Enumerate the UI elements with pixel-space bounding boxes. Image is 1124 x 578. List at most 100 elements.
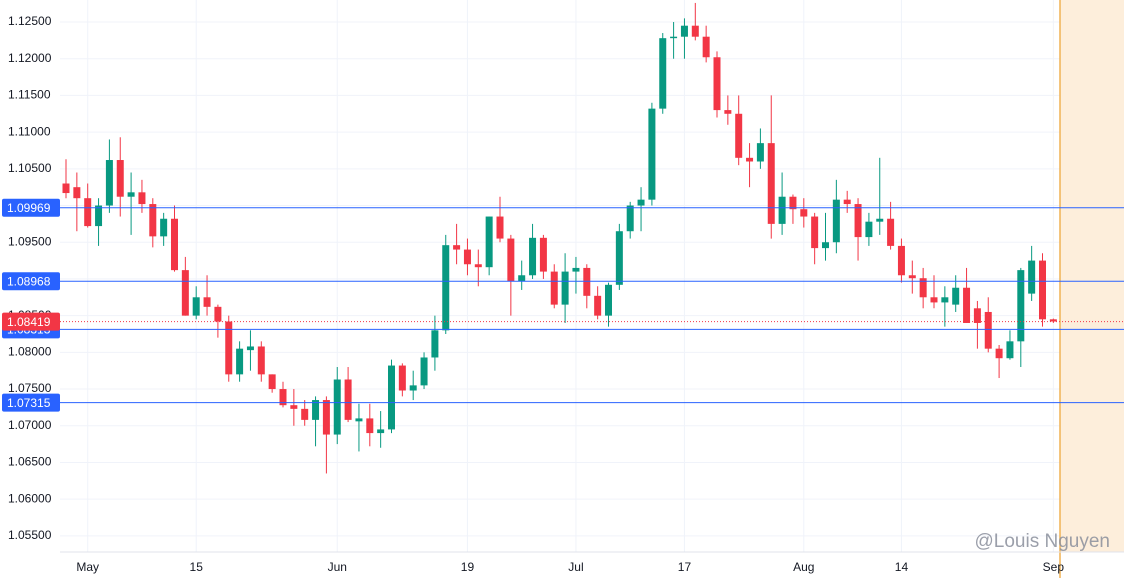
candle-body xyxy=(973,308,981,323)
candle-body xyxy=(322,400,330,435)
candle-body xyxy=(333,379,341,435)
candle-body xyxy=(670,36,678,39)
candle-body xyxy=(1017,270,1025,342)
x-tick-label: Aug xyxy=(793,560,814,574)
y-tick-label: 1.07000 xyxy=(8,418,52,432)
candle-body xyxy=(756,143,764,162)
candle-body xyxy=(181,270,189,316)
candle-body xyxy=(854,204,862,238)
candle-body xyxy=(691,25,699,37)
candle-body xyxy=(268,374,276,390)
x-tick-label: 19 xyxy=(461,560,475,574)
y-tick-label: 1.12000 xyxy=(8,51,52,65)
candle-body xyxy=(605,284,612,316)
candle-body xyxy=(876,218,884,222)
level-label: 1.07315 xyxy=(7,396,51,410)
candle-body xyxy=(919,278,927,298)
level-label-box xyxy=(2,198,60,217)
candle-body xyxy=(529,237,537,276)
candle-body xyxy=(941,297,949,303)
candle-body xyxy=(192,297,200,316)
candle-body xyxy=(95,205,103,227)
candle-body xyxy=(648,108,656,200)
x-tick-label: 14 xyxy=(895,560,909,574)
candle-body xyxy=(832,199,840,243)
y-tick-label: 1.11000 xyxy=(8,124,51,138)
candle-body xyxy=(355,418,363,422)
y-tick-label: 1.07500 xyxy=(8,381,52,395)
candle-body xyxy=(312,400,320,420)
y-tick-label: 1.05500 xyxy=(8,528,52,542)
candle-body xyxy=(1028,260,1036,294)
candle-body xyxy=(301,408,309,420)
candle-body xyxy=(767,143,775,224)
candle-body xyxy=(246,346,254,351)
candle-body xyxy=(995,348,1003,359)
level-label-box xyxy=(2,393,60,412)
y-tick-label: 1.08000 xyxy=(8,345,52,359)
candle-body xyxy=(409,385,417,391)
candle-body xyxy=(724,110,732,114)
level-label: 1.09969 xyxy=(7,201,51,215)
y-tick-label: 1.11500 xyxy=(8,88,51,102)
candle-body xyxy=(963,287,971,323)
x-tick-label: Jul xyxy=(568,560,583,574)
candle-body xyxy=(225,321,233,375)
candle-body xyxy=(214,306,222,322)
x-tick-label: Sep xyxy=(1043,560,1065,574)
candle-body xyxy=(865,221,873,238)
candle-body xyxy=(485,216,493,268)
candle-body xyxy=(377,429,385,434)
y-tick-label: 1.12500 xyxy=(8,14,52,28)
candle-body xyxy=(539,237,547,272)
candle-body xyxy=(290,405,298,409)
x-tick-label: 15 xyxy=(190,560,204,574)
candle-body xyxy=(453,245,461,250)
x-tick-label: Jun xyxy=(328,560,347,574)
candle-body xyxy=(431,330,439,358)
y-tick-label: 1.06000 xyxy=(8,491,52,505)
candle-body xyxy=(496,216,504,239)
candle-body xyxy=(594,295,602,316)
x-tick-label: 17 xyxy=(678,560,692,574)
x-tick-label: May xyxy=(76,560,99,574)
candle-body xyxy=(561,271,569,305)
candle-body xyxy=(930,297,938,303)
candle-body xyxy=(778,196,786,224)
candle-body xyxy=(160,218,168,237)
candle-body xyxy=(257,346,265,375)
candle-body xyxy=(1049,319,1057,322)
level-label: 1.08968 xyxy=(7,274,51,288)
candle-body xyxy=(626,205,634,232)
candle-body xyxy=(984,311,992,349)
candle-body xyxy=(149,204,157,237)
candle-body xyxy=(659,38,667,109)
candle-body xyxy=(507,238,515,282)
candle-body xyxy=(105,160,113,206)
future-zone xyxy=(1060,0,1124,552)
y-tick-label: 1.06500 xyxy=(8,455,52,469)
watermark: @Louis Nguyen xyxy=(975,531,1110,552)
candle-body xyxy=(572,267,580,272)
candle-body xyxy=(236,348,244,375)
candle-body xyxy=(518,275,526,282)
candle-body xyxy=(713,57,721,111)
candle-body xyxy=(637,199,645,206)
candle-body xyxy=(822,242,829,249)
candle-body xyxy=(702,36,710,58)
candle-body xyxy=(908,275,916,279)
candle-body xyxy=(583,267,591,296)
candle-body xyxy=(388,365,395,430)
candle-body xyxy=(116,160,124,197)
candle-body xyxy=(84,198,92,227)
candle-body xyxy=(73,187,81,199)
candle-body xyxy=(952,287,960,305)
candle-body xyxy=(615,231,623,285)
candle-body xyxy=(887,218,895,246)
candle-body xyxy=(171,218,178,271)
y-tick-label: 1.09500 xyxy=(8,234,52,248)
candle-body xyxy=(735,113,743,158)
candle-body xyxy=(344,379,352,420)
